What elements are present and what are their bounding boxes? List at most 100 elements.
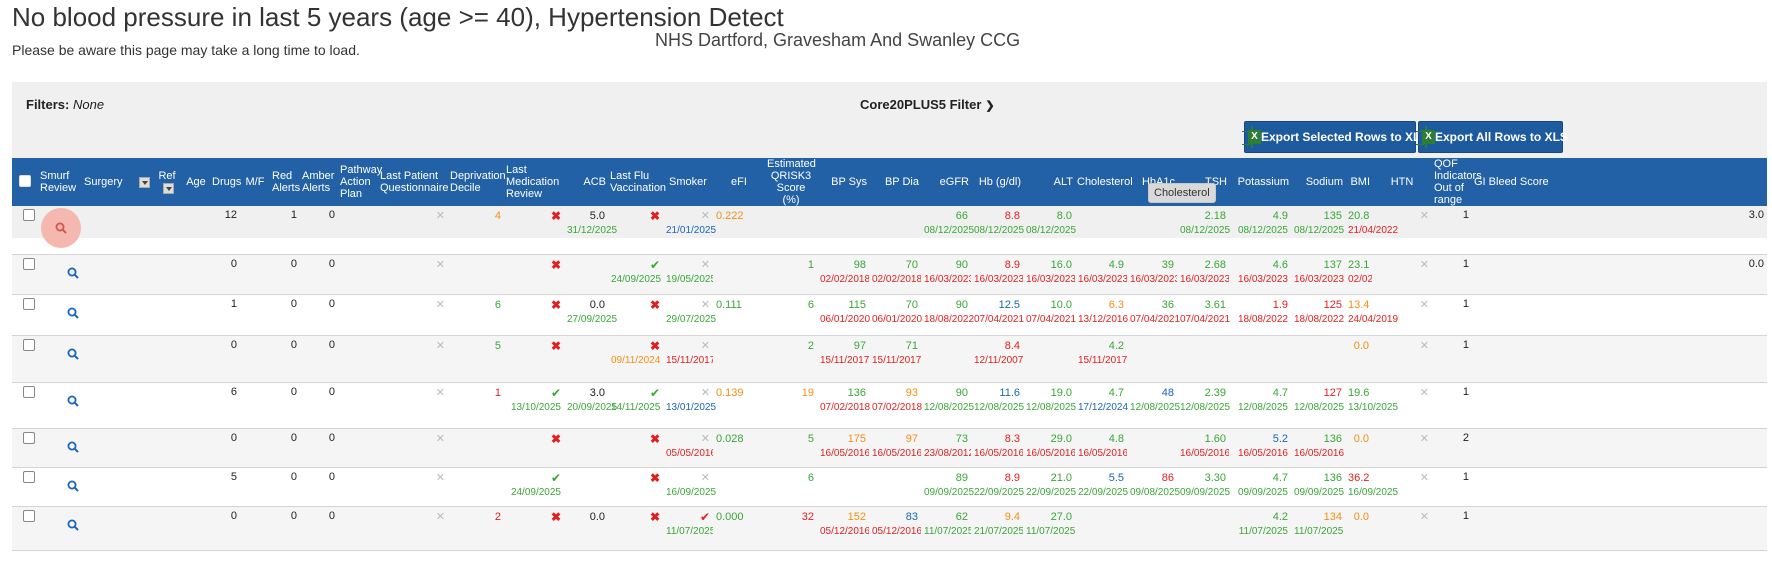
bpdia-cell [869,467,921,507]
smurf-review-cell[interactable] [38,467,82,507]
search-icon[interactable] [67,518,79,534]
hba1c-cell: 48 12/08/2025 [1127,382,1180,429]
search-icon[interactable] [67,440,79,456]
chol-value: 4.2 [1108,339,1124,352]
col-smurf-review[interactable]: Smurf Review [38,158,82,206]
col-ref[interactable]: Ref [152,158,182,206]
smurf-review-cell[interactable] [38,506,82,551]
ref-cell [152,206,182,255]
results-table: Smurf Review Surgery Ref Age Drugs M/F R… [12,158,1767,551]
table-row[interactable]: 6 0 0 ✕ 1 ✔ 13/10/2025 3.0 20/09/2025 ✔ 14/11/2025… [12,382,1767,429]
bpsys-cell: 152 05/12/2016 [817,506,871,551]
search-icon[interactable] [67,306,79,322]
htn-cell: ✕ [1372,294,1432,336]
col-gi-bleed-score[interactable]: GI Bleed Score [1472,158,1767,206]
col-last-medication-review[interactable]: Last Medication Review [504,158,564,206]
col-htn[interactable]: HTN [1372,158,1432,206]
not-applicable-icon: ✕ [1419,210,1429,222]
chol-date: 17/12/2024 [1078,401,1129,413]
row-checkbox[interactable] [23,470,35,483]
search-icon[interactable] [67,347,79,363]
col-amber-alerts[interactable]: Amber Alerts [300,158,338,206]
row-checkbox[interactable] [23,385,35,398]
smurf-review-cell[interactable] [38,254,82,295]
qrisk-value: 19 [801,386,814,399]
col-bmi[interactable]: BMI [1345,158,1372,206]
row-select-cell[interactable] [12,294,38,336]
bpdia-date: 06/01/2020 [872,313,923,325]
table-row[interactable]: 1 0 0 ✕ 6 ✖ 0.0 27/09/2025 ✖ ✕ 29/07/2025 0.111 6 115… [12,294,1767,336]
col-last-patient-questionnaire[interactable]: Last Patient Questionnaire [378,158,449,206]
pathway-cell [338,206,378,255]
col-bp-sys[interactable]: BP Sys [817,158,869,206]
col-last-flu-vaccination[interactable]: Last Flu Vaccination [608,158,666,206]
row-select-cell[interactable] [12,254,38,295]
row-select-cell[interactable] [12,382,38,429]
k-cell: 4.9 08/12/2025 [1229,206,1291,255]
search-icon[interactable] [41,208,81,248]
col-efi[interactable]: eFI [713,158,765,206]
smurf-review-cell[interactable] [38,206,82,255]
core20-filter-dropdown[interactable]: Core20PLUS5 Filter ❯ [860,97,995,112]
row-select-cell[interactable] [12,206,38,255]
col-surgery-filter[interactable] [134,158,152,206]
table-row[interactable]: 0 0 0 ✕ ✖ ✖ ✕ 05/05/2016 0.028 5 175 16/05/2016 97 16… [12,428,1767,468]
smurf-review-cell[interactable] [38,428,82,468]
egfr-cell: 90 12/08/2025 [921,382,974,429]
row-checkbox[interactable] [23,338,35,351]
search-icon[interactable] [67,479,79,495]
table-row[interactable]: 0 0 0 ✕ ✖ ✔ 24/09/2025 ✕ 19/05/2025 1 98 02/02/2018… [12,254,1767,295]
export-selected-button[interactable]: Export Selected Rows to XLS [1242,121,1428,153]
acb-value: 0.0 [589,298,605,311]
row-checkbox[interactable] [23,257,35,270]
smurf-review-cell[interactable] [38,335,82,383]
search-icon[interactable] [67,394,79,410]
row-checkbox[interactable] [23,209,35,221]
alt-value: 29.0 [1050,432,1072,445]
col-cholesterol[interactable]: Cholesterol [1075,158,1133,206]
col-mf[interactable]: M/F [240,158,270,206]
col-acb[interactable]: ACB [564,158,608,206]
filter-dropdown-icon[interactable] [163,182,174,194]
col-qof-indicators[interactable]: QOF Indicators Out of range [1432,158,1482,206]
table-row[interactable]: 12 1 0 ✕ 4 ✖ 5.0 31/12/2025 ✖ ✕ 21/01/2025 0.222 66 0… [12,206,1767,255]
table-row[interactable]: 5 0 0 ✕ ✔ 24/09/2025 ✖ ✕ 16/09/2025 6 89 09/09/2025… [12,467,1767,507]
table-row[interactable]: 0 0 0 ✕ 5 ✖ ✖ 09/11/2024 ✕ 15/11/2017 2 97 15/11/201… [12,335,1767,383]
row-checkbox[interactable] [23,297,35,310]
row-select-cell[interactable] [12,428,38,468]
col-smoker[interactable]: Smoker [663,158,713,206]
alt-value: 10.0 [1050,298,1072,311]
row-checkbox[interactable] [23,509,35,522]
table-row[interactable]: 0 0 0 ✕ 2 ✖ 0.0 ✖ ✔ 11/07/2025 0.000 32 152 05/12/201… [12,506,1767,551]
col-drugs[interactable]: Drugs [210,158,241,206]
search-icon[interactable] [67,266,79,282]
col-surgery[interactable]: Surgery [82,158,134,206]
row-select-cell[interactable] [12,506,38,551]
select-all-header[interactable] [12,158,38,206]
row-checkbox[interactable] [23,431,35,444]
select-all-checkbox[interactable] [19,174,31,187]
core20-filter-label: Core20PLUS5 Filter [860,97,982,112]
flu-date: 24/09/2025 [611,273,662,285]
export-all-button[interactable]: Export All Rows to XLS [1416,121,1568,153]
filter-dropdown-icon[interactable] [139,176,150,188]
htn-cell: ✕ [1372,382,1432,429]
bpsys-date: 05/12/2016 [820,525,871,537]
row-select-cell[interactable] [12,335,38,383]
col-red-alerts[interactable]: Red Alerts [270,158,300,206]
col-bp-dia[interactable]: BP Dia [869,158,921,206]
smurf-review-cell[interactable] [38,294,82,336]
col-age[interactable]: Age [182,158,210,206]
col-hb[interactable]: Hb (g/dl) [971,158,1023,206]
col-qrisk3[interactable]: Estimated QRISK3 Score (%) [765,158,817,206]
col-sodium[interactable]: Sodium [1291,158,1345,206]
col-egfr[interactable]: eGFR [921,158,971,206]
col-alt[interactable]: ALT [1023,158,1075,206]
tsh-cell: 1.60 16/05/2016 [1177,428,1230,468]
chol-date: 13/12/2016 [1078,313,1129,325]
col-pathway-action-plan[interactable]: Pathway Action Plan [338,158,382,206]
row-select-cell[interactable] [12,467,38,507]
col-potassium[interactable]: Potassium [1229,158,1291,206]
col-deprivation-decile[interactable]: Deprivation Decile [448,158,506,206]
smurf-review-cell[interactable] [38,382,82,429]
